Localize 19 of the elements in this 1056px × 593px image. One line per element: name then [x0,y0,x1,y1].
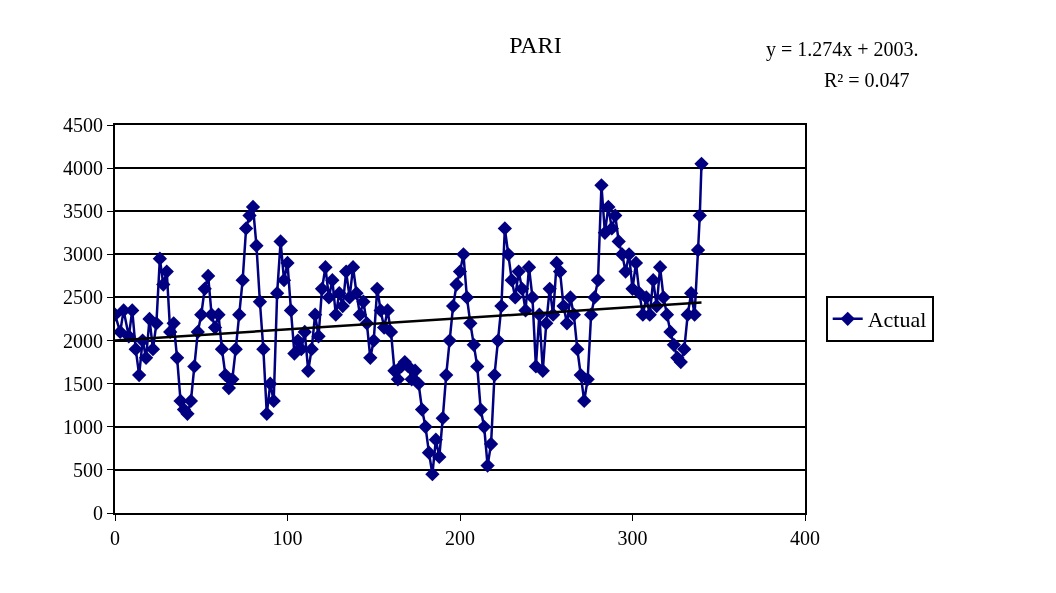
y-tick-label: 4000 [63,157,103,180]
y-tick-label: 3500 [63,200,103,223]
y-tick-label: 2000 [63,329,103,352]
text: y = 1.274x + 2003. [766,38,919,61]
y-tick-label: 1500 [63,372,103,395]
x-tick-label: 300 [617,527,648,549]
chart-title: PARI [509,31,562,58]
y-tick-label: 2500 [63,286,103,309]
x-tick-label: 400 [790,527,820,549]
y-tick-label: 500 [73,458,103,481]
x-tick-label: 100 [272,527,303,549]
x-tick-label: 200 [445,527,475,549]
y-tick-label: 4500 [63,114,103,136]
x-tick-label: 0 [110,527,120,549]
y-tick-label: 0 [93,502,103,524]
y-tick-label: 3000 [63,243,103,266]
y-tick-label: 1000 [63,415,103,438]
legend-label: Actual [867,307,927,333]
text: R² = 0.047 [824,69,910,91]
